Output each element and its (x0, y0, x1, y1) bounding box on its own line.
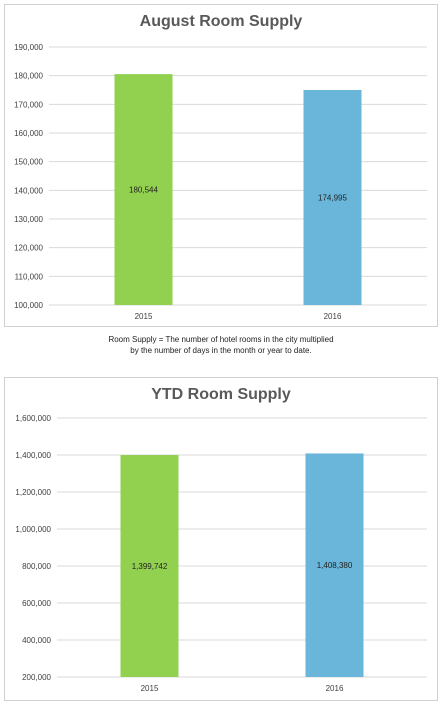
y-tick-label: 120,000 (14, 244, 43, 253)
y-tick-label: 1,600,000 (15, 414, 51, 423)
bar-2016 (305, 453, 364, 677)
y-tick-label: 190,000 (14, 43, 43, 52)
y-tick-label: 170,000 (14, 100, 43, 109)
y-tick-label: 200,000 (22, 673, 51, 682)
y-tick-label: 140,000 (14, 186, 43, 195)
ytd-room-supply-plot: 200,000 400,000 600,000 800,000 1,000,000 1,2… (15, 414, 427, 693)
caption-line-1: Room Supply = The number of hotel rooms … (108, 335, 334, 344)
y-tick-label: 150,000 (14, 158, 43, 167)
y-tick-label: 400,000 (22, 636, 51, 645)
ytd-room-supply-chart: YTD Room Supply 200,000 400,000 600,000 800… (4, 377, 438, 701)
august-room-supply-chart: August Room Supply 100,000 110,000 120,000… (4, 4, 438, 327)
y-tick-label: 180,000 (14, 72, 43, 81)
x-tick-label: 2016 (326, 684, 344, 693)
august-room-supply-plot: 100,000 110,000 120,000 130,000 140,000 150,0… (14, 43, 427, 321)
bar-2016 (303, 90, 362, 305)
caption-line-2: by the number of days in the month or ye… (130, 346, 312, 355)
y-tick-label: 130,000 (14, 215, 43, 224)
data-label: 1,408,380 (317, 561, 353, 570)
y-tick-label: 600,000 (22, 599, 51, 608)
data-label: 180,544 (129, 186, 158, 195)
x-tick-label: 2015 (141, 684, 159, 693)
y-tick-label: 1,200,000 (15, 488, 51, 497)
x-tick-label: 2015 (135, 312, 153, 321)
y-tick-label: 1,000,000 (15, 525, 51, 534)
y-tick-label: 800,000 (22, 562, 51, 571)
y-tick-label: 1,400,000 (15, 451, 51, 460)
y-tick-label: 110,000 (15, 272, 44, 281)
bar-2015 (120, 455, 179, 677)
x-tick-label: 2016 (324, 312, 342, 321)
data-label: 174,995 (318, 194, 347, 203)
y-tick-label: 160,000 (14, 129, 43, 138)
y-tick-label: 100,000 (14, 301, 43, 310)
chart-title: YTD Room Supply (151, 386, 291, 403)
bar-2015 (114, 74, 173, 305)
data-label: 1,399,742 (132, 562, 168, 571)
chart-title: August Room Supply (139, 13, 303, 30)
